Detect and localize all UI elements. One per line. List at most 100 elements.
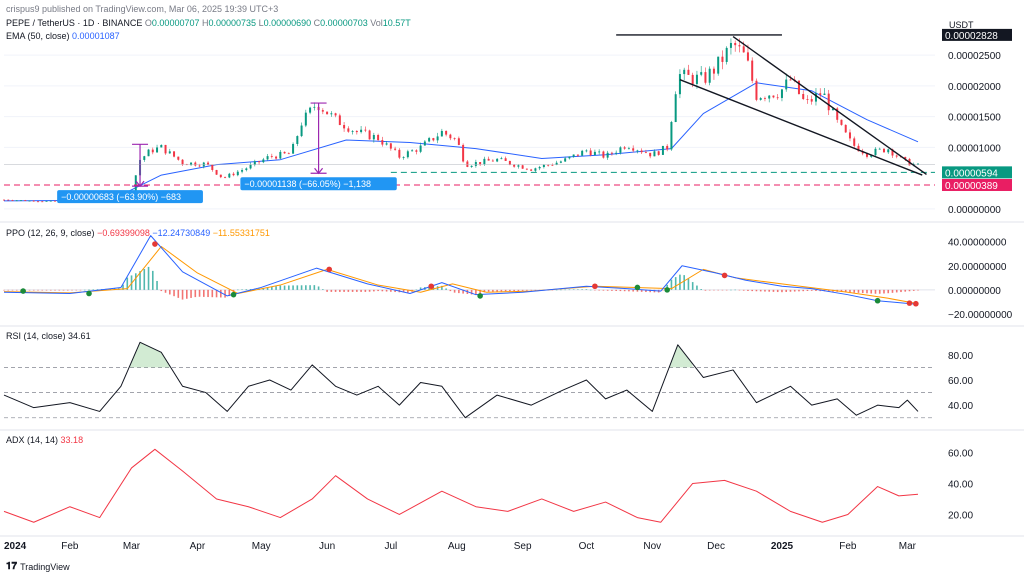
ppo-hist-bar-107 bbox=[458, 289, 460, 294]
candle-body-12 bbox=[54, 200, 57, 202]
price-axis-label-2: 0.00001500 bbox=[948, 113, 1001, 124]
ppo-hist-bar-159 bbox=[679, 274, 681, 290]
ppo-hist-bar-43 bbox=[185, 289, 188, 299]
candle-body-189 bbox=[806, 99, 809, 100]
candle-body-147 bbox=[627, 148, 630, 150]
ppo-hist-bar-158 bbox=[674, 277, 677, 290]
candle-body-40 bbox=[173, 151, 176, 157]
ema-label: EMA (50, close) bbox=[6, 31, 70, 41]
candle-body-175 bbox=[746, 52, 749, 61]
candle-body-66 bbox=[283, 151, 286, 154]
ppo-hist-bar-172 bbox=[734, 289, 736, 291]
ppo-hist-bar-184 bbox=[785, 289, 788, 292]
time-axis-label-10: Nov bbox=[643, 541, 661, 552]
ppo-hist-bar-9 bbox=[41, 289, 44, 291]
candle-body-145 bbox=[619, 147, 622, 153]
ppo-hist-bar-211 bbox=[900, 289, 902, 293]
ppo-hist-bar-173 bbox=[738, 289, 741, 291]
measure-label-bg-1 bbox=[240, 177, 397, 191]
candle-body-73 bbox=[313, 106, 316, 108]
ppo-hist-bar-86 bbox=[368, 289, 371, 292]
candle-body-203 bbox=[865, 153, 868, 157]
ppo-hist-bar-95 bbox=[407, 289, 409, 293]
ppo-hist-bar-70 bbox=[300, 285, 303, 290]
candle-body-178 bbox=[759, 98, 762, 100]
candle-body-80 bbox=[343, 125, 346, 129]
candle-body-136 bbox=[581, 150, 584, 156]
candle-body-187 bbox=[797, 80, 800, 94]
candle-body-105 bbox=[449, 134, 452, 139]
ppo-hist-bar-130 bbox=[555, 289, 558, 291]
measure-label-0: −0.00000683 (−63.90%) −683 bbox=[61, 192, 181, 202]
ppo-hist-bar-28 bbox=[122, 284, 124, 290]
candle-body-116 bbox=[496, 158, 499, 162]
top-price-tag-bg bbox=[942, 28, 1012, 41]
candle-body-33 bbox=[143, 156, 146, 160]
candle-body-1 bbox=[7, 199, 10, 201]
ppo-hist-bar-106 bbox=[453, 289, 456, 293]
candle-body-63 bbox=[270, 156, 273, 157]
candle-body-101 bbox=[432, 138, 435, 141]
ppo-hist-bar-112 bbox=[479, 289, 481, 294]
ppo-hist-bar-8 bbox=[37, 289, 39, 291]
candle-body-199 bbox=[848, 132, 851, 139]
ppo-hist-bar-111 bbox=[475, 289, 477, 295]
candle-body-177 bbox=[755, 80, 758, 100]
ppo-cross-down-2 bbox=[428, 283, 435, 290]
ppo-hist-bar-65 bbox=[279, 285, 282, 290]
candle-body-142 bbox=[606, 152, 609, 158]
rsi-axis-label-1: 60.00 bbox=[948, 376, 973, 387]
candle-body-130 bbox=[555, 162, 558, 165]
time-axis-label-1: Feb bbox=[61, 541, 79, 552]
candle-body-37 bbox=[160, 144, 163, 148]
candle-body-121 bbox=[517, 165, 520, 167]
ppo-hist-bar-185 bbox=[789, 289, 792, 292]
adx-legend: ADX (14, 14) 33.18 bbox=[6, 435, 83, 445]
ppo-hist-bar-150 bbox=[640, 289, 643, 292]
candle-body-107 bbox=[457, 138, 460, 145]
ppo-hist-bar-50 bbox=[215, 289, 218, 298]
candle-body-120 bbox=[513, 164, 516, 167]
candle-body-48 bbox=[207, 162, 210, 165]
candle-body-210 bbox=[895, 155, 898, 157]
ppo-hist-bar-189 bbox=[806, 289, 809, 291]
current-price-tag-bg bbox=[942, 166, 1012, 179]
candle-body-194 bbox=[827, 93, 830, 111]
ppo-hist-bar-48 bbox=[207, 289, 209, 298]
candle-body-78 bbox=[334, 113, 337, 116]
candle-body-174 bbox=[742, 46, 745, 53]
ppo-axis-label-1: 20.00000000 bbox=[948, 262, 1007, 273]
ppo-hist-bar-187 bbox=[798, 289, 800, 292]
ppo-cross-down-5 bbox=[906, 300, 913, 306]
ppo-cross-up-3 bbox=[477, 293, 483, 299]
ppo-hist-bar-132 bbox=[564, 289, 566, 291]
ppo-hist-bar-81 bbox=[347, 289, 350, 292]
candle-body-154 bbox=[657, 151, 660, 155]
ppo-hist-bar-47 bbox=[203, 289, 205, 297]
ppo-signal-line bbox=[3, 245, 919, 305]
ppo-hist-bar-198 bbox=[844, 289, 847, 293]
candle-body-143 bbox=[610, 152, 613, 154]
ppo-hist-bar-71 bbox=[305, 285, 307, 290]
candle-body-115 bbox=[491, 160, 494, 162]
candle-body-91 bbox=[389, 143, 392, 149]
candle-body-196 bbox=[836, 108, 839, 120]
ppo-hist-bar-53 bbox=[228, 289, 231, 297]
candle-body-158 bbox=[674, 94, 677, 123]
symbol-legend: PEPE / TetherUS · 1D · BINANCE O0.000007… bbox=[6, 18, 411, 28]
candle-body-176 bbox=[751, 60, 754, 81]
ppo-hist-bar-84 bbox=[360, 289, 362, 292]
ema-legend: EMA (50, close) 0.00001087 bbox=[6, 31, 120, 41]
ppo-hist-bar-205 bbox=[874, 289, 877, 294]
ppo-hist-bar-133 bbox=[568, 289, 571, 291]
candle-body-84 bbox=[360, 129, 363, 133]
candle-body-151 bbox=[644, 152, 647, 154]
ppo-hist-bar-14 bbox=[62, 289, 65, 291]
ppo-hist-bar-143 bbox=[611, 289, 613, 291]
ppo-hist-bar-79 bbox=[339, 289, 341, 292]
ppo-hist-bar-210 bbox=[895, 289, 898, 293]
ppo-hist-bar-177 bbox=[755, 289, 758, 292]
candle-body-52 bbox=[224, 177, 227, 178]
